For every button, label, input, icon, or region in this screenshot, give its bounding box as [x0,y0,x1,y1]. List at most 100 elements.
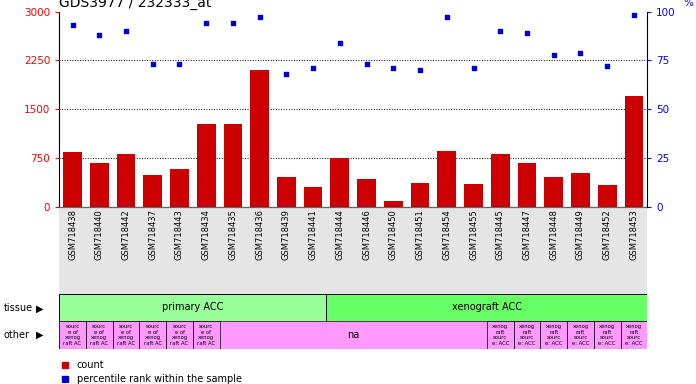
Bar [514,321,540,349]
Bar [59,207,86,294]
Bar [326,207,354,294]
Bar [86,321,113,349]
Text: GSM718454: GSM718454 [442,209,451,260]
Bar [380,207,406,294]
Point [628,12,640,18]
Text: GSM718437: GSM718437 [148,209,157,260]
Bar [621,207,647,294]
Text: count: count [77,360,104,370]
Bar [273,207,300,294]
Text: GSM718455: GSM718455 [469,209,478,260]
Text: ▶: ▶ [36,303,44,313]
Bar [277,177,296,207]
Text: GSM718435: GSM718435 [228,209,237,260]
Text: other: other [3,330,29,340]
Bar [331,158,349,207]
Point [228,20,239,26]
Text: GSM718449: GSM718449 [576,209,585,260]
Bar [540,321,567,349]
Bar [251,70,269,207]
Point [67,22,78,28]
Bar [326,294,647,321]
Text: sourc
e of
xenog
raft AC: sourc e of xenog raft AC [90,324,109,346]
Text: GSM718444: GSM718444 [335,209,345,260]
Point [575,50,586,56]
Point [521,30,532,36]
Bar [90,163,109,207]
Text: %: % [683,0,693,8]
Text: sourc
e of
xenog
raft AC: sourc e of xenog raft AC [117,324,135,346]
Text: xenog
raft
sourc
e: ACC: xenog raft sourc e: ACC [545,324,562,346]
Text: sourc
e of
xenog
raft AC: sourc e of xenog raft AC [171,324,189,346]
Point [120,28,132,34]
Text: tissue: tissue [3,303,33,313]
Bar [223,124,242,207]
Bar [544,177,563,207]
Bar [464,184,483,207]
Point [495,28,506,34]
Bar [113,321,139,349]
Text: xenog
raft
sourc
e: ACC: xenog raft sourc e: ACC [625,324,642,346]
Bar [193,207,219,294]
Point [548,51,560,58]
Text: primary ACC: primary ACC [162,302,223,312]
Text: GSM718436: GSM718436 [255,209,264,260]
Bar [384,201,403,207]
Bar [621,321,647,349]
Bar [113,207,139,294]
Bar [193,321,219,349]
Bar [491,154,509,207]
Bar [197,124,216,207]
Text: sourc
e of
xenog
raft AC: sourc e of xenog raft AC [197,324,215,346]
Point [361,61,372,68]
Bar [571,173,590,207]
Bar [59,294,326,321]
Text: sourc
e of
xenog
raft AC: sourc e of xenog raft AC [143,324,161,346]
Bar [514,207,540,294]
Point [415,67,426,73]
Text: percentile rank within the sample: percentile rank within the sample [77,374,242,384]
Point [388,65,399,71]
Bar [166,321,193,349]
Text: GSM718434: GSM718434 [202,209,211,260]
Bar [624,96,643,207]
Bar [117,154,135,207]
Bar [567,321,594,349]
Text: GSM718443: GSM718443 [175,209,184,260]
Bar [411,182,429,207]
Text: GSM718450: GSM718450 [389,209,398,260]
Text: GSM718446: GSM718446 [362,209,371,260]
Text: GSM718442: GSM718442 [122,209,130,260]
Bar [63,152,82,207]
Text: GSM718439: GSM718439 [282,209,291,260]
Bar [487,321,514,349]
Bar [567,207,594,294]
Point [254,14,265,20]
Point [174,61,185,68]
Bar [139,207,166,294]
Text: GSM718451: GSM718451 [416,209,425,260]
Text: na: na [347,330,359,340]
Bar [170,169,189,207]
Text: GSM718452: GSM718452 [603,209,612,260]
Point [441,14,452,20]
Text: xenog
raft
sourc
e: ACC: xenog raft sourc e: ACC [491,324,509,346]
Text: GSM718440: GSM718440 [95,209,104,260]
Point [334,40,345,46]
Text: GSM718453: GSM718453 [629,209,638,260]
Text: sourc
e of
xenog
raft AC: sourc e of xenog raft AC [63,324,81,346]
Bar [300,207,326,294]
Point [147,61,158,68]
Bar [357,179,376,207]
Bar [354,207,380,294]
Bar [594,207,621,294]
Text: xenog
raft
sourc
e: ACC: xenog raft sourc e: ACC [571,324,589,346]
Bar [86,207,113,294]
Bar [540,207,567,294]
Bar [143,175,162,207]
Text: xenog
raft
sourc
e: ACC: xenog raft sourc e: ACC [519,324,536,346]
Bar [219,207,246,294]
Bar [594,321,621,349]
Text: xenograft ACC: xenograft ACC [452,302,522,312]
Point [200,20,212,26]
